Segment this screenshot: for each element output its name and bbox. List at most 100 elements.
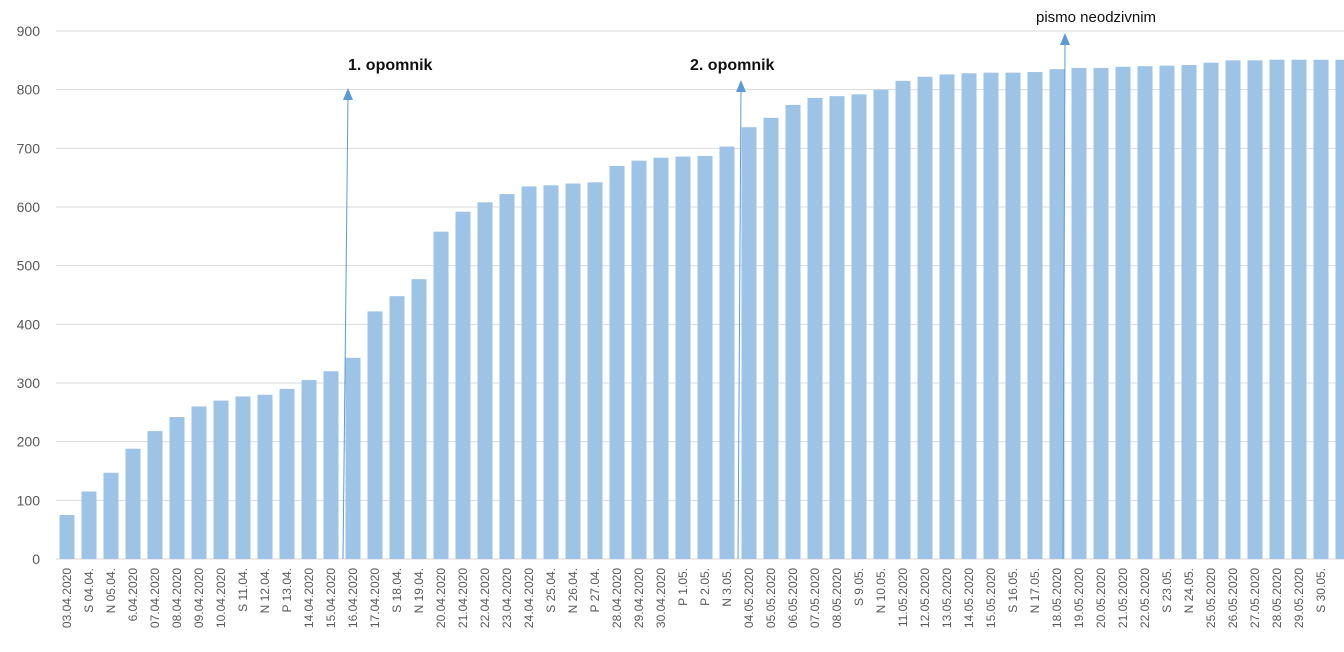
bar [829, 96, 845, 560]
annotation-arrows [342, 33, 1070, 560]
bar [609, 165, 625, 559]
x-tick-label: S 04.04. [82, 568, 96, 613]
x-tick-label: 29.04.2020 [632, 568, 646, 628]
bar [1049, 69, 1065, 559]
arrow-head [343, 88, 353, 100]
x-tick-label: N 19.04. [412, 568, 426, 613]
arrow [1062, 41, 1066, 560]
bar [323, 371, 339, 559]
bar [807, 97, 823, 559]
y-tick-label: 300 [17, 375, 41, 391]
x-tick-label: P 2.05. [698, 568, 712, 606]
x-tick-label: 19.05.2020 [1072, 568, 1086, 628]
x-tick-label: 29.05.2020 [1292, 568, 1306, 628]
x-tick-label: 24.04.2020 [522, 568, 536, 628]
x-tick-label: 6.04.2020 [126, 568, 140, 622]
x-tick-label: N 05.04. [104, 568, 118, 613]
bar [1291, 59, 1307, 559]
x-tick-label: 21.04.2020 [456, 568, 470, 628]
bar [631, 160, 647, 560]
bar [565, 183, 581, 560]
y-tick-label: 500 [17, 258, 41, 274]
x-tick-label: 27.05.2020 [1248, 568, 1262, 628]
x-tick-label: 17.04.2020 [368, 568, 382, 628]
bar [367, 311, 383, 559]
y-tick-label: 400 [17, 316, 41, 332]
bar [433, 231, 449, 559]
y-tick-label: 0 [32, 551, 40, 567]
bar [1071, 67, 1087, 560]
bar [1005, 72, 1021, 560]
x-tick-label: N 12.04. [258, 568, 272, 613]
x-tick-label: 23.04.2020 [500, 568, 514, 628]
bar [345, 357, 361, 559]
x-tick-label: 08.05.2020 [830, 568, 844, 628]
x-tick-label: S 30.05. [1314, 568, 1328, 613]
x-tick-label: 07.05.2020 [808, 568, 822, 628]
bar [235, 396, 251, 559]
x-tick-label: S 18.04. [390, 568, 404, 613]
bar [543, 185, 559, 559]
x-tick-label: 18.05.2020 [1050, 568, 1064, 628]
bar [169, 417, 185, 559]
bar [1269, 59, 1285, 559]
x-tick-label: S 11.04. [236, 568, 250, 612]
x-tick-label: 14.04.2020 [302, 568, 316, 628]
arrow [737, 87, 742, 560]
x-tick-label: P 13.04. [280, 568, 294, 612]
x-tick-label: 10.04.2020 [214, 568, 228, 628]
x-tick-label: 26.05.2020 [1226, 568, 1240, 628]
bar [279, 388, 295, 559]
x-tick-label: 13.05.2020 [940, 568, 954, 628]
x-tick-label: N 26.04. [566, 568, 580, 613]
x-tick-label: N 17.05. [1028, 568, 1042, 613]
x-tick-label: S 23.05. [1160, 568, 1174, 613]
y-tick-label: 600 [17, 199, 41, 215]
x-tick-label: 28.04.2020 [610, 568, 624, 628]
x-tick-label: S 16.05. [1006, 568, 1020, 613]
bar [455, 211, 471, 559]
bar [587, 182, 603, 560]
bar [1225, 60, 1241, 559]
bar [697, 155, 713, 559]
x-tick-label: N 10.05. [874, 568, 888, 613]
x-tick-label: 15.04.2020 [324, 568, 338, 628]
bar [389, 296, 405, 559]
x-tick-label: N 24.05. [1182, 568, 1196, 613]
x-tick-label: P 27.04. [588, 568, 602, 612]
x-tick-label: 16.04.2020 [346, 568, 360, 628]
x-tick-label: 07.04.2020 [148, 568, 162, 628]
bar [939, 74, 955, 559]
x-tick-label: 20.04.2020 [434, 568, 448, 628]
bar [719, 146, 735, 559]
y-tick-label: 800 [17, 82, 41, 98]
bar [917, 76, 933, 559]
x-tick-label: 08.04.2020 [170, 568, 184, 628]
x-tick-label: N 3.05. [720, 568, 734, 607]
y-tick-label: 200 [17, 434, 41, 450]
bar [1247, 60, 1263, 559]
x-tick-label: S 9.05. [852, 568, 866, 606]
x-tick-label: 04.05.2020 [742, 568, 756, 628]
bar [741, 127, 757, 560]
x-tick-label: 25.05.2020 [1204, 568, 1218, 628]
bar [521, 186, 537, 559]
arrow-head [736, 80, 746, 92]
x-tick-label: 30.04.2020 [654, 568, 668, 628]
bar [983, 72, 999, 560]
bar [873, 89, 889, 560]
bar [301, 380, 317, 559]
bar [477, 202, 493, 559]
bar [653, 157, 669, 559]
y-tick-label: 100 [17, 492, 41, 508]
bar [81, 491, 97, 559]
bar [499, 194, 515, 560]
x-tick-label: 09.04.2020 [192, 568, 206, 628]
bar [103, 472, 119, 559]
bar [1203, 62, 1219, 560]
x-tick-label: 12.05.2020 [918, 568, 932, 628]
bar [147, 431, 163, 559]
annotation: 2. opomnik [690, 57, 775, 74]
x-tick-label: S 25.04. [544, 568, 558, 613]
